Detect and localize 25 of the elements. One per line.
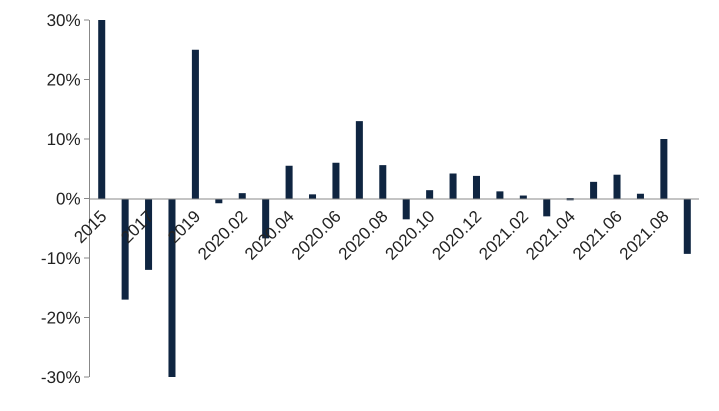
y-tick-label: -20% xyxy=(40,308,81,328)
bar xyxy=(496,191,504,198)
y-tick-label: 10% xyxy=(46,130,81,149)
bar xyxy=(98,20,106,198)
bar xyxy=(684,198,691,254)
y-tick-label: -10% xyxy=(40,248,81,268)
y-tick-label: -30% xyxy=(40,368,81,387)
bar xyxy=(520,196,527,198)
bar xyxy=(192,50,199,198)
y-tick-label: 20% xyxy=(46,70,81,90)
bar xyxy=(286,166,293,198)
bar xyxy=(636,194,644,198)
y-tick-label: 30% xyxy=(46,10,81,30)
bar xyxy=(379,165,386,198)
bar xyxy=(426,190,434,198)
bar xyxy=(332,162,340,198)
bar xyxy=(450,174,457,198)
bar xyxy=(238,193,246,198)
y-tick-label: 0% xyxy=(56,189,81,208)
bar xyxy=(309,194,316,198)
bar xyxy=(472,176,480,198)
bar xyxy=(660,139,668,198)
bar xyxy=(614,174,621,198)
bar xyxy=(590,182,598,198)
bar xyxy=(356,121,363,198)
